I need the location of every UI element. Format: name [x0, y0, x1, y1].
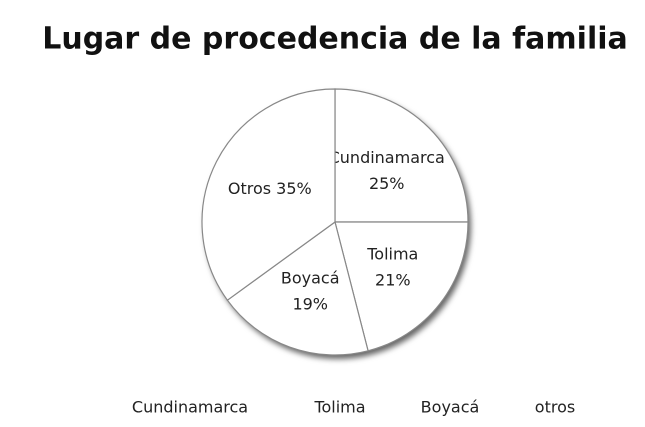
legend-entry: Cundinamarca: [132, 398, 248, 417]
pie-slice: [334, 88, 469, 223]
legend-entry: Tolima: [313, 398, 365, 417]
slice-value: 25%: [369, 174, 405, 193]
chart-title: Lugar de procedencia de la familia: [42, 22, 628, 57]
slice-name: Tolima: [366, 244, 418, 263]
pie-slice: [226, 220, 369, 356]
slice-name: Boyacá: [281, 268, 340, 287]
legend-entry: otros: [535, 398, 575, 417]
pie-slice: [334, 221, 469, 352]
slice-name: Cundinamarca: [329, 148, 445, 167]
slice-value: 35%: [276, 178, 312, 197]
pie-slice: [201, 88, 336, 302]
slice-value: 21%: [375, 270, 411, 289]
legend-entry: Boyacá: [421, 398, 480, 417]
slice-label: Otros 35%: [228, 178, 312, 197]
slice-value: 19%: [292, 294, 328, 313]
slice-name: Otros: [228, 178, 271, 197]
